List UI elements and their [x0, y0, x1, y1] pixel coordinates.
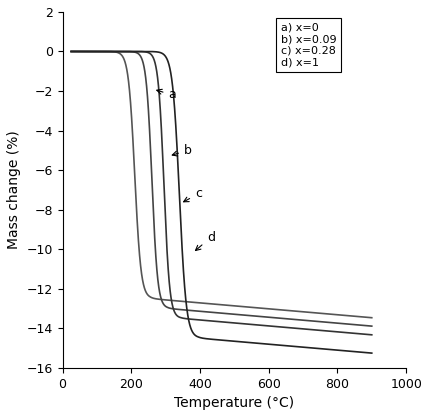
Y-axis label: Mass change (%): Mass change (%) — [7, 131, 21, 249]
Text: a: a — [157, 88, 176, 101]
Text: b: b — [172, 144, 192, 157]
X-axis label: Temperature (°C): Temperature (°C) — [174, 396, 294, 410]
Text: d: d — [196, 231, 215, 251]
Text: a) x=0
b) x=0.09
c) x=0.28
d) x=1: a) x=0 b) x=0.09 c) x=0.28 d) x=1 — [281, 23, 336, 68]
Text: c: c — [184, 187, 202, 202]
